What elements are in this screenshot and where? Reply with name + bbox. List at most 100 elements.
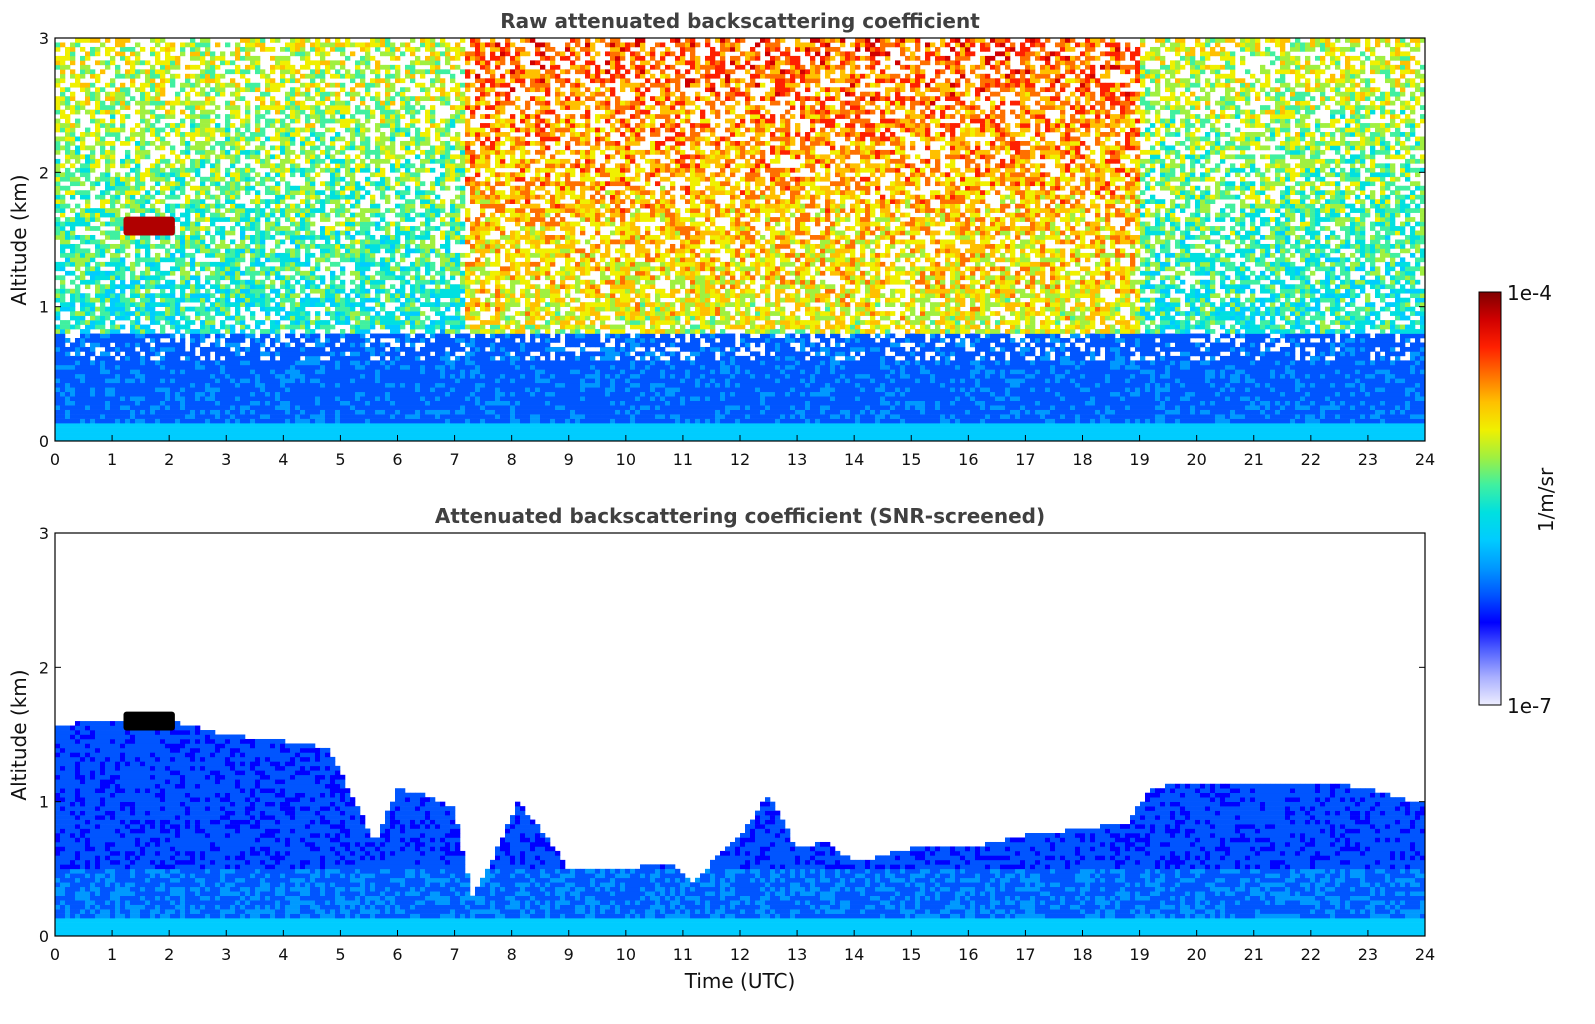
heatmap-cell bbox=[265, 410, 270, 415]
heatmap-cell bbox=[335, 338, 340, 343]
heatmap-cell bbox=[275, 231, 280, 236]
heatmap-cell bbox=[405, 231, 410, 236]
heatmap-cell bbox=[170, 378, 175, 383]
heatmap-cell bbox=[155, 145, 160, 150]
heatmap-cell bbox=[345, 378, 350, 383]
heatmap-cell bbox=[410, 396, 415, 401]
heatmap-cell bbox=[190, 204, 195, 209]
heatmap-cell bbox=[310, 383, 315, 388]
heatmap-cell bbox=[315, 110, 320, 115]
heatmap-cell bbox=[230, 432, 235, 437]
heatmap-cell bbox=[355, 284, 360, 289]
heatmap-cell bbox=[390, 396, 395, 401]
heatmap-cell bbox=[350, 396, 355, 401]
heatmap-cell bbox=[235, 374, 240, 379]
heatmap-cell bbox=[355, 163, 360, 168]
heatmap-cell bbox=[320, 60, 325, 65]
heatmap-cell bbox=[110, 128, 115, 133]
heatmap-cell bbox=[80, 87, 85, 92]
heatmap-cell bbox=[150, 298, 155, 303]
heatmap-cell bbox=[280, 74, 285, 79]
heatmap-cell bbox=[230, 253, 235, 258]
heatmap-cell bbox=[415, 271, 420, 276]
heatmap-cell bbox=[205, 298, 210, 303]
heatmap-cell bbox=[345, 181, 350, 186]
heatmap-cell bbox=[280, 132, 285, 137]
heatmap-cell bbox=[115, 325, 120, 330]
heatmap-cell bbox=[90, 392, 95, 397]
heatmap-cell bbox=[125, 105, 130, 110]
heatmap-cell bbox=[340, 419, 345, 424]
heatmap-cell bbox=[250, 226, 255, 231]
heatmap-cell bbox=[105, 213, 110, 218]
heatmap-cell bbox=[360, 293, 365, 298]
heatmap-cell bbox=[280, 293, 285, 298]
heatmap-cell bbox=[210, 302, 215, 307]
heatmap-cell bbox=[330, 172, 335, 177]
heatmap-cell bbox=[380, 387, 385, 392]
heatmap-cell bbox=[360, 47, 365, 52]
heatmap-cell bbox=[335, 110, 340, 115]
heatmap-cell bbox=[65, 307, 70, 312]
heatmap-cell bbox=[315, 92, 320, 97]
heatmap-cell bbox=[330, 83, 335, 88]
heatmap-cell bbox=[205, 208, 210, 213]
heatmap-cell bbox=[320, 96, 325, 101]
heatmap-cell bbox=[400, 342, 405, 347]
heatmap-cell bbox=[390, 275, 395, 280]
heatmap-cell bbox=[295, 154, 300, 159]
heatmap-cell bbox=[250, 150, 255, 155]
heatmap-cell bbox=[410, 217, 415, 222]
heatmap-cell bbox=[155, 432, 160, 437]
heatmap-cell bbox=[165, 47, 170, 52]
heatmap-cell bbox=[395, 69, 400, 74]
heatmap-cell bbox=[270, 342, 275, 347]
heatmap-cell bbox=[180, 190, 185, 195]
heatmap-cell bbox=[305, 396, 310, 401]
heatmap-cell bbox=[75, 298, 80, 303]
heatmap-cell bbox=[335, 69, 340, 74]
heatmap-cell bbox=[245, 325, 250, 330]
heatmap-cell bbox=[310, 42, 315, 47]
heatmap-cell bbox=[100, 253, 105, 258]
heatmap-cell bbox=[305, 360, 310, 365]
heatmap-cell bbox=[175, 423, 180, 428]
heatmap-cell bbox=[360, 60, 365, 65]
heatmap-cell bbox=[230, 145, 235, 150]
heatmap-cell bbox=[415, 405, 420, 410]
heatmap-cell bbox=[220, 432, 225, 437]
heatmap-cell bbox=[390, 387, 395, 392]
heatmap-cell bbox=[85, 240, 90, 245]
heatmap-cell bbox=[350, 351, 355, 356]
heatmap-cell bbox=[150, 280, 155, 285]
heatmap-cell bbox=[160, 275, 165, 280]
heatmap-cell bbox=[385, 231, 390, 236]
heatmap-cell bbox=[85, 128, 90, 133]
heatmap-cell bbox=[85, 284, 90, 289]
heatmap-cell bbox=[335, 60, 340, 65]
heatmap-cell bbox=[365, 65, 370, 70]
heatmap-cell bbox=[205, 293, 210, 298]
heatmap-cell bbox=[315, 356, 320, 361]
heatmap-cell bbox=[395, 47, 400, 52]
heatmap-cell bbox=[365, 383, 370, 388]
heatmap-cell bbox=[120, 289, 125, 294]
heatmap-cell bbox=[370, 56, 375, 61]
heatmap-cell bbox=[255, 132, 260, 137]
heatmap-cell bbox=[360, 253, 365, 258]
heatmap-cell bbox=[410, 365, 415, 370]
heatmap-cell bbox=[160, 38, 165, 43]
heatmap-cell bbox=[135, 172, 140, 177]
heatmap-cell bbox=[105, 96, 110, 101]
heatmap-cell bbox=[165, 110, 170, 115]
heatmap-cell bbox=[260, 74, 265, 79]
heatmap-cell bbox=[285, 154, 290, 159]
heatmap-cell bbox=[365, 257, 370, 262]
heatmap-cell bbox=[375, 248, 380, 253]
heatmap-cell bbox=[190, 123, 195, 128]
heatmap-cell bbox=[60, 347, 65, 352]
heatmap-cell bbox=[85, 154, 90, 159]
heatmap-cell bbox=[270, 307, 275, 312]
heatmap-cell bbox=[310, 114, 315, 119]
heatmap-cell bbox=[160, 114, 165, 119]
